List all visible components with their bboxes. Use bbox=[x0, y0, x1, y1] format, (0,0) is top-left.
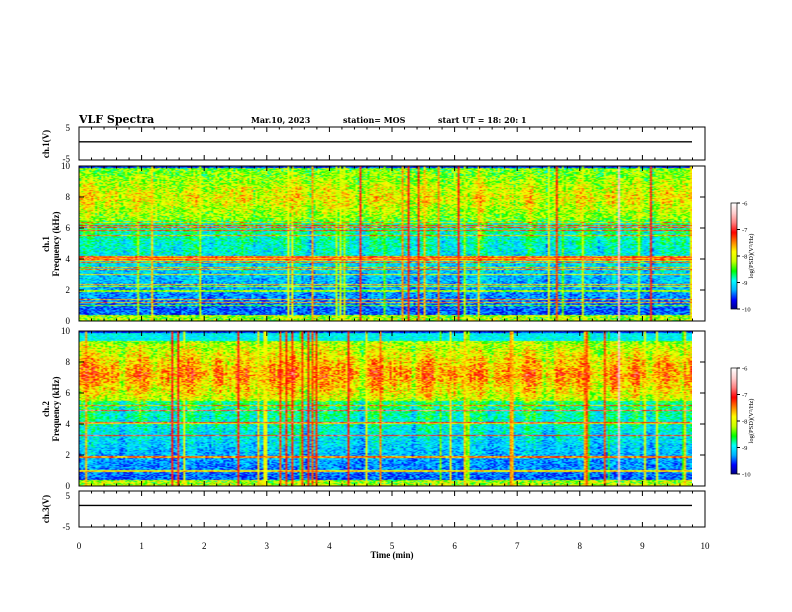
x-tick-label: 9 bbox=[640, 541, 645, 551]
start-time-label: start UT = 18: 20: 1 bbox=[438, 115, 527, 125]
y-tick-label: 0 bbox=[66, 481, 71, 491]
colorbar-tick-label: -7 bbox=[742, 392, 748, 399]
y-tick-label: 0 bbox=[66, 316, 71, 326]
y-tick-label: 10 bbox=[61, 326, 71, 336]
colorbar-tick-label: -6 bbox=[742, 201, 748, 208]
ch1-colorbar: -6 -7 -8 -9 -10 log(PSD)(V²/Hz) bbox=[730, 201, 755, 314]
x-tick-label: 0 bbox=[77, 541, 82, 551]
x-tick-label: 8 bbox=[578, 541, 583, 551]
ch1-ytick-bottom: -5 bbox=[63, 154, 71, 164]
y-tick-label: 8 bbox=[66, 192, 71, 202]
colorbar-tick-label: -10 bbox=[742, 307, 751, 314]
x-tick-label: 5 bbox=[390, 541, 395, 551]
colorbar-tick-label: -6 bbox=[742, 366, 748, 373]
y-tick-label: 2 bbox=[66, 285, 71, 295]
ch3-waveform-panel: 5 -5 ch.3(V) bbox=[41, 490, 706, 532]
colorbar-tick-label: -8 bbox=[742, 419, 747, 426]
ch2-colorbar-label: log(PSD)(V²/Hz) bbox=[748, 399, 755, 444]
ch2-colorbar-image bbox=[731, 368, 737, 474]
station-label: station= MOS bbox=[343, 115, 406, 125]
ch1-colorbar-image bbox=[731, 203, 737, 309]
y-tick-label: 2 bbox=[66, 450, 71, 460]
ch3-waveform-ylabel: ch.3(V) bbox=[41, 495, 51, 523]
y-tick-label: 4 bbox=[66, 419, 71, 429]
y-tick-label: 4 bbox=[66, 254, 71, 264]
ch1-waveform-ylabel: ch.1(V) bbox=[41, 130, 51, 158]
date-label: Mar.10, 2023 bbox=[251, 115, 311, 125]
colorbar-tick-label: -7 bbox=[742, 227, 748, 234]
x-axis-label: Time (min) bbox=[370, 550, 413, 560]
x-tick-label: 7 bbox=[515, 541, 520, 551]
colorbar-tick-label: -9 bbox=[742, 280, 747, 287]
y-tick-label: 6 bbox=[66, 223, 71, 233]
y-tick-label: 8 bbox=[66, 357, 71, 367]
ch1-waveform-panel: 5 -5 ch.1(V) bbox=[41, 123, 706, 164]
x-tick-label: 4 bbox=[327, 541, 332, 551]
y-tick-label: 6 bbox=[66, 388, 71, 398]
ch2-colorbar: -6 -7 -8 -9 -10 log(PSD)(V²/Hz) bbox=[730, 366, 755, 479]
x-tick-label: 10 bbox=[701, 541, 711, 551]
ch1-spectrogram-ylabel-channel: ch.1 bbox=[41, 236, 51, 252]
ch2-spectrogram-ylabel-freq: Frequency (kHz) bbox=[51, 376, 61, 441]
figure-title: VLF Spectra bbox=[78, 113, 154, 126]
colorbar-tick-label: -10 bbox=[742, 472, 751, 479]
colorbar-tick-label: -9 bbox=[742, 445, 747, 452]
ch2-spectrogram-panel: 0 2 4 6 8 10 ch.2 Frequency (kHz) bbox=[41, 326, 706, 491]
x-tick-label: 3 bbox=[265, 541, 270, 551]
ch3-ytick-bottom: -5 bbox=[63, 522, 71, 532]
ch2-spectrogram-ylabel-channel: ch.2 bbox=[41, 401, 51, 417]
colorbar-tick-label: -8 bbox=[742, 254, 747, 261]
x-axis-tick-labels: 0 1 2 3 4 5 6 7 8 9 10 bbox=[77, 541, 710, 551]
ch1-colorbar-label: log(PSD)(V²/Hz) bbox=[748, 234, 755, 279]
ch2-spectrogram-image bbox=[79, 331, 692, 486]
x-tick-label: 1 bbox=[139, 541, 144, 551]
ch3-ytick-top: 5 bbox=[66, 491, 71, 501]
ch1-spectrogram-panel: 0 2 4 6 8 10 ch.1 Frequency (kHz) bbox=[41, 161, 706, 326]
x-tick-label: 6 bbox=[452, 541, 457, 551]
y-tick-label: 10 bbox=[61, 161, 71, 171]
ch1-spectrogram-image bbox=[79, 166, 692, 321]
ch1-ytick-top: 5 bbox=[66, 123, 71, 133]
x-tick-label: 2 bbox=[202, 541, 207, 551]
ch1-spectrogram-ylabel-freq: Frequency (kHz) bbox=[51, 211, 61, 276]
